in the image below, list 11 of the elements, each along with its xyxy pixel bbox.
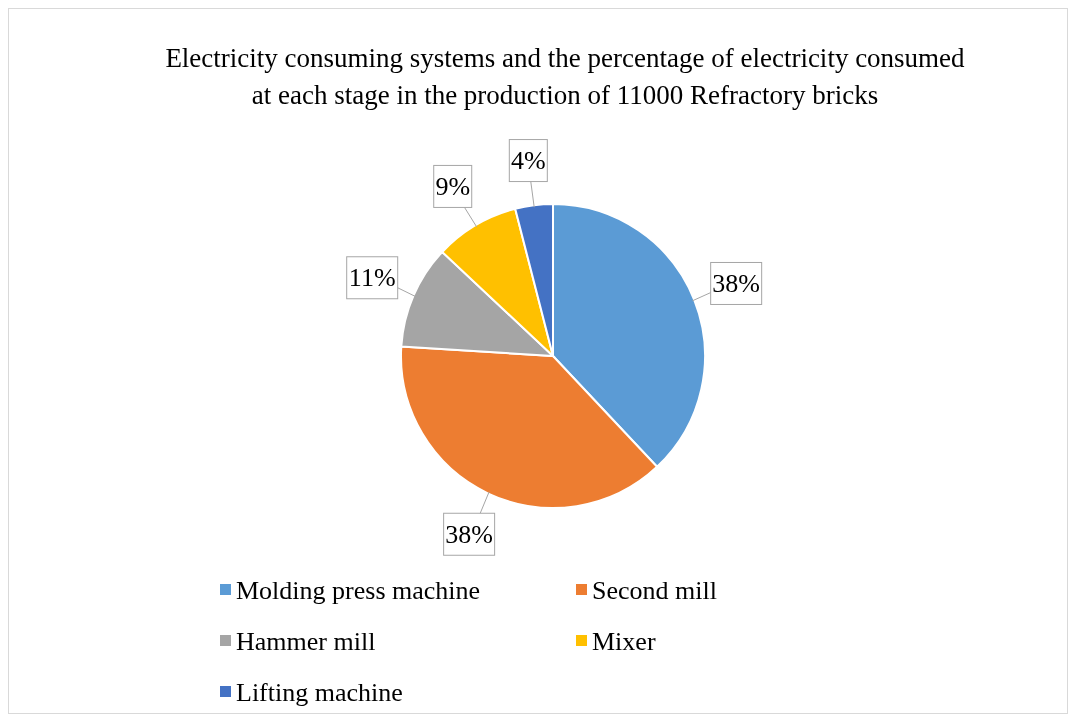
legend-label: Mixer	[592, 626, 656, 656]
data-label: 38%	[445, 519, 493, 549]
legend-label: Molding press machine	[236, 575, 481, 605]
data-label: 4%	[510, 146, 546, 176]
legend-label: Lifting machine	[236, 677, 403, 707]
chart-title: Electricity consuming systems and the percentage of electricity consumed at each stage in the production of 11000 Refractory bricks	[165, 43, 966, 110]
data-label: 11%	[348, 263, 396, 293]
legend-label: Hammer mill	[236, 626, 376, 656]
data-label: 9%	[435, 171, 471, 201]
data-label: 38%	[712, 268, 760, 298]
legend-label: Second mill	[592, 575, 717, 605]
